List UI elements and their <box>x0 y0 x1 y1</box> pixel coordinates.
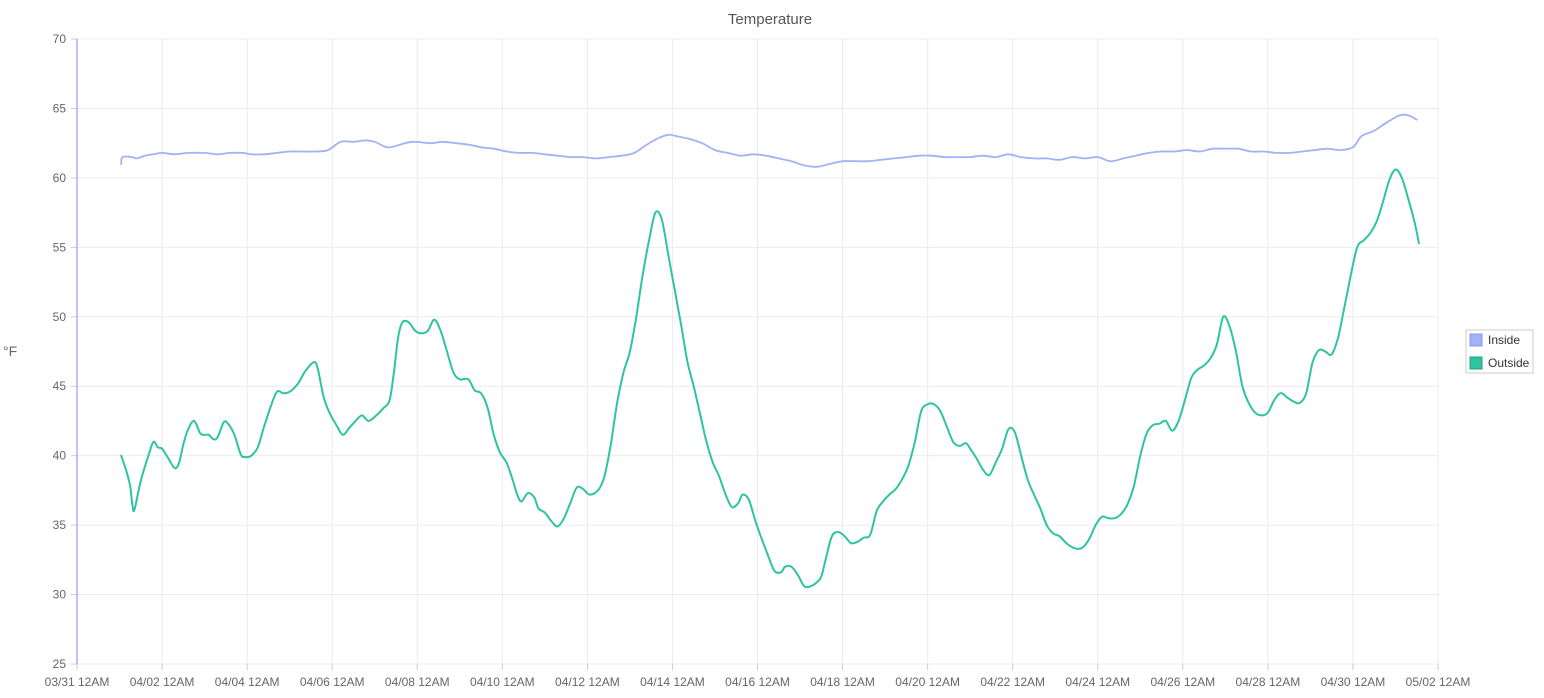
x-tick-label: 04/20 12AM <box>895 675 960 689</box>
y-tick-label: 25 <box>53 657 67 671</box>
y-tick-label: 65 <box>53 101 67 115</box>
x-tick-label: 04/22 12AM <box>980 675 1045 689</box>
y-axis-ticks: 25 30 35 40 45 50 55 60 65 70 <box>53 32 77 671</box>
x-tick-label: 04/14 12AM <box>640 675 705 689</box>
y-tick-label: 70 <box>53 32 67 46</box>
legend-label-inside: Inside <box>1488 333 1520 347</box>
x-tick-label: 04/28 12AM <box>1236 675 1301 689</box>
x-tick-label: 04/04 12AM <box>215 675 280 689</box>
series-lines <box>120 113 1420 589</box>
y-tick-label: 55 <box>53 240 67 254</box>
x-tick-label: 04/30 12AM <box>1321 675 1386 689</box>
y-tick-label: 60 <box>53 171 67 185</box>
x-tick-label: 05/02 12AM <box>1406 675 1471 689</box>
x-tick-label: 04/12 12AM <box>555 675 620 689</box>
series-line-inside <box>120 113 1418 168</box>
legend-item-outside[interactable]: Outside <box>1469 356 1530 370</box>
y-tick-label: 35 <box>53 518 67 532</box>
y-axis-label: °F <box>3 343 17 359</box>
x-axis-ticks: 03/31 12AM 04/02 12AM 04/04 12AM 04/06 12AM… <box>45 664 1471 689</box>
grid-lines <box>76 38 1439 665</box>
x-tick-label: 04/10 12AM <box>470 675 535 689</box>
legend-swatch-outside <box>1469 356 1483 370</box>
y-tick-label: 50 <box>53 310 67 324</box>
y-tick-label: 40 <box>53 449 67 463</box>
x-tick-label: 04/26 12AM <box>1150 675 1215 689</box>
y-tick-label: 45 <box>53 379 67 393</box>
legend-swatch-inside <box>1469 333 1483 347</box>
x-tick-label: 04/06 12AM <box>300 675 365 689</box>
x-tick-label: 03/31 12AM <box>45 675 110 689</box>
x-tick-label: 04/18 12AM <box>810 675 875 689</box>
legend-label-outside: Outside <box>1488 356 1530 370</box>
y-tick-label: 30 <box>53 588 67 602</box>
x-tick-label: 04/02 12AM <box>130 675 195 689</box>
x-tick-label: 04/24 12AM <box>1065 675 1130 689</box>
x-tick-label: 04/08 12AM <box>385 675 450 689</box>
legend-item-inside[interactable]: Inside <box>1469 333 1520 347</box>
legend: Inside Outside <box>1465 329 1534 374</box>
x-tick-label: 04/16 12AM <box>725 675 790 689</box>
chart-title: Temperature <box>728 11 812 28</box>
series-line-outside <box>120 168 1420 589</box>
